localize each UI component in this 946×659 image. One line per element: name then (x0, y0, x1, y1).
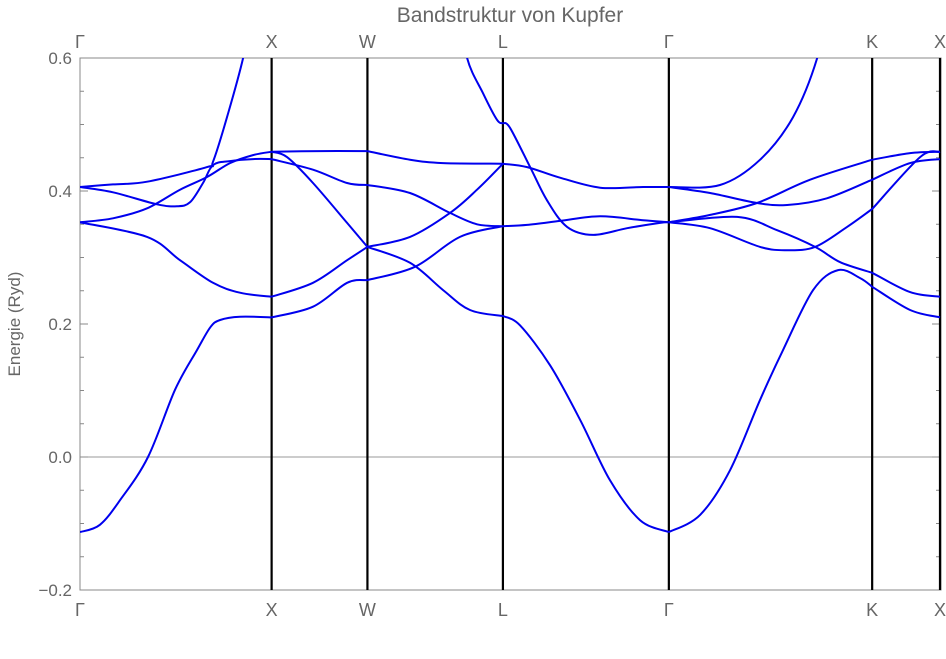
y-tick-label: −0.2 (38, 581, 72, 600)
band-line (668, 268, 873, 533)
band-line (871, 271, 941, 298)
band-line (80, 221, 272, 298)
band-line (668, 208, 873, 252)
y-tick-label: 0.4 (48, 182, 72, 201)
y-tick-label: 0.6 (48, 49, 72, 68)
band-line (80, 58, 245, 188)
top-k-label: Γ (664, 32, 674, 52)
top-k-label: X (266, 32, 278, 52)
band-line (80, 150, 272, 224)
band-line (271, 246, 368, 298)
bottom-k-label: L (498, 600, 508, 620)
y-axis-label: Energie (Ryd) (5, 272, 24, 377)
band-line (80, 315, 272, 534)
bottom-k-label: W (359, 600, 376, 620)
top-k-label: X (934, 32, 946, 52)
top-k-label: W (359, 32, 376, 52)
band-line (271, 158, 368, 186)
band-line (466, 58, 504, 125)
band-line (668, 158, 873, 224)
band-line (668, 58, 819, 189)
bottom-k-label: Γ (664, 600, 674, 620)
band-line (871, 285, 941, 319)
bottom-k-label: Γ (75, 600, 85, 620)
band-line (367, 184, 503, 228)
band-line (668, 178, 873, 207)
chart-title: Bandstruktur von Kupfer (397, 4, 623, 27)
band-line (271, 278, 368, 319)
bottom-k-label: X (934, 600, 946, 620)
band-line (367, 225, 504, 282)
band-line (502, 315, 670, 534)
band-line (502, 122, 669, 236)
band-line (872, 150, 941, 161)
band-line (367, 163, 504, 248)
plot-frame (79, 57, 942, 591)
top-k-label: K (866, 32, 878, 52)
band-line (367, 150, 503, 165)
band-line (502, 215, 669, 228)
bottom-k-label: X (266, 600, 278, 620)
band-line (271, 150, 369, 248)
y-tick-label: 0.0 (48, 448, 72, 467)
band-line (502, 162, 669, 190)
band-line (668, 215, 873, 274)
bottom-k-label: K (866, 600, 878, 620)
band-line (271, 150, 368, 153)
band-line (80, 157, 272, 208)
band-line (367, 245, 504, 317)
top-k-label: L (498, 32, 508, 52)
y-tick-label: 0.2 (48, 315, 72, 334)
top-k-label: Γ (75, 32, 85, 52)
band-line (871, 158, 941, 181)
band-line (871, 150, 941, 210)
